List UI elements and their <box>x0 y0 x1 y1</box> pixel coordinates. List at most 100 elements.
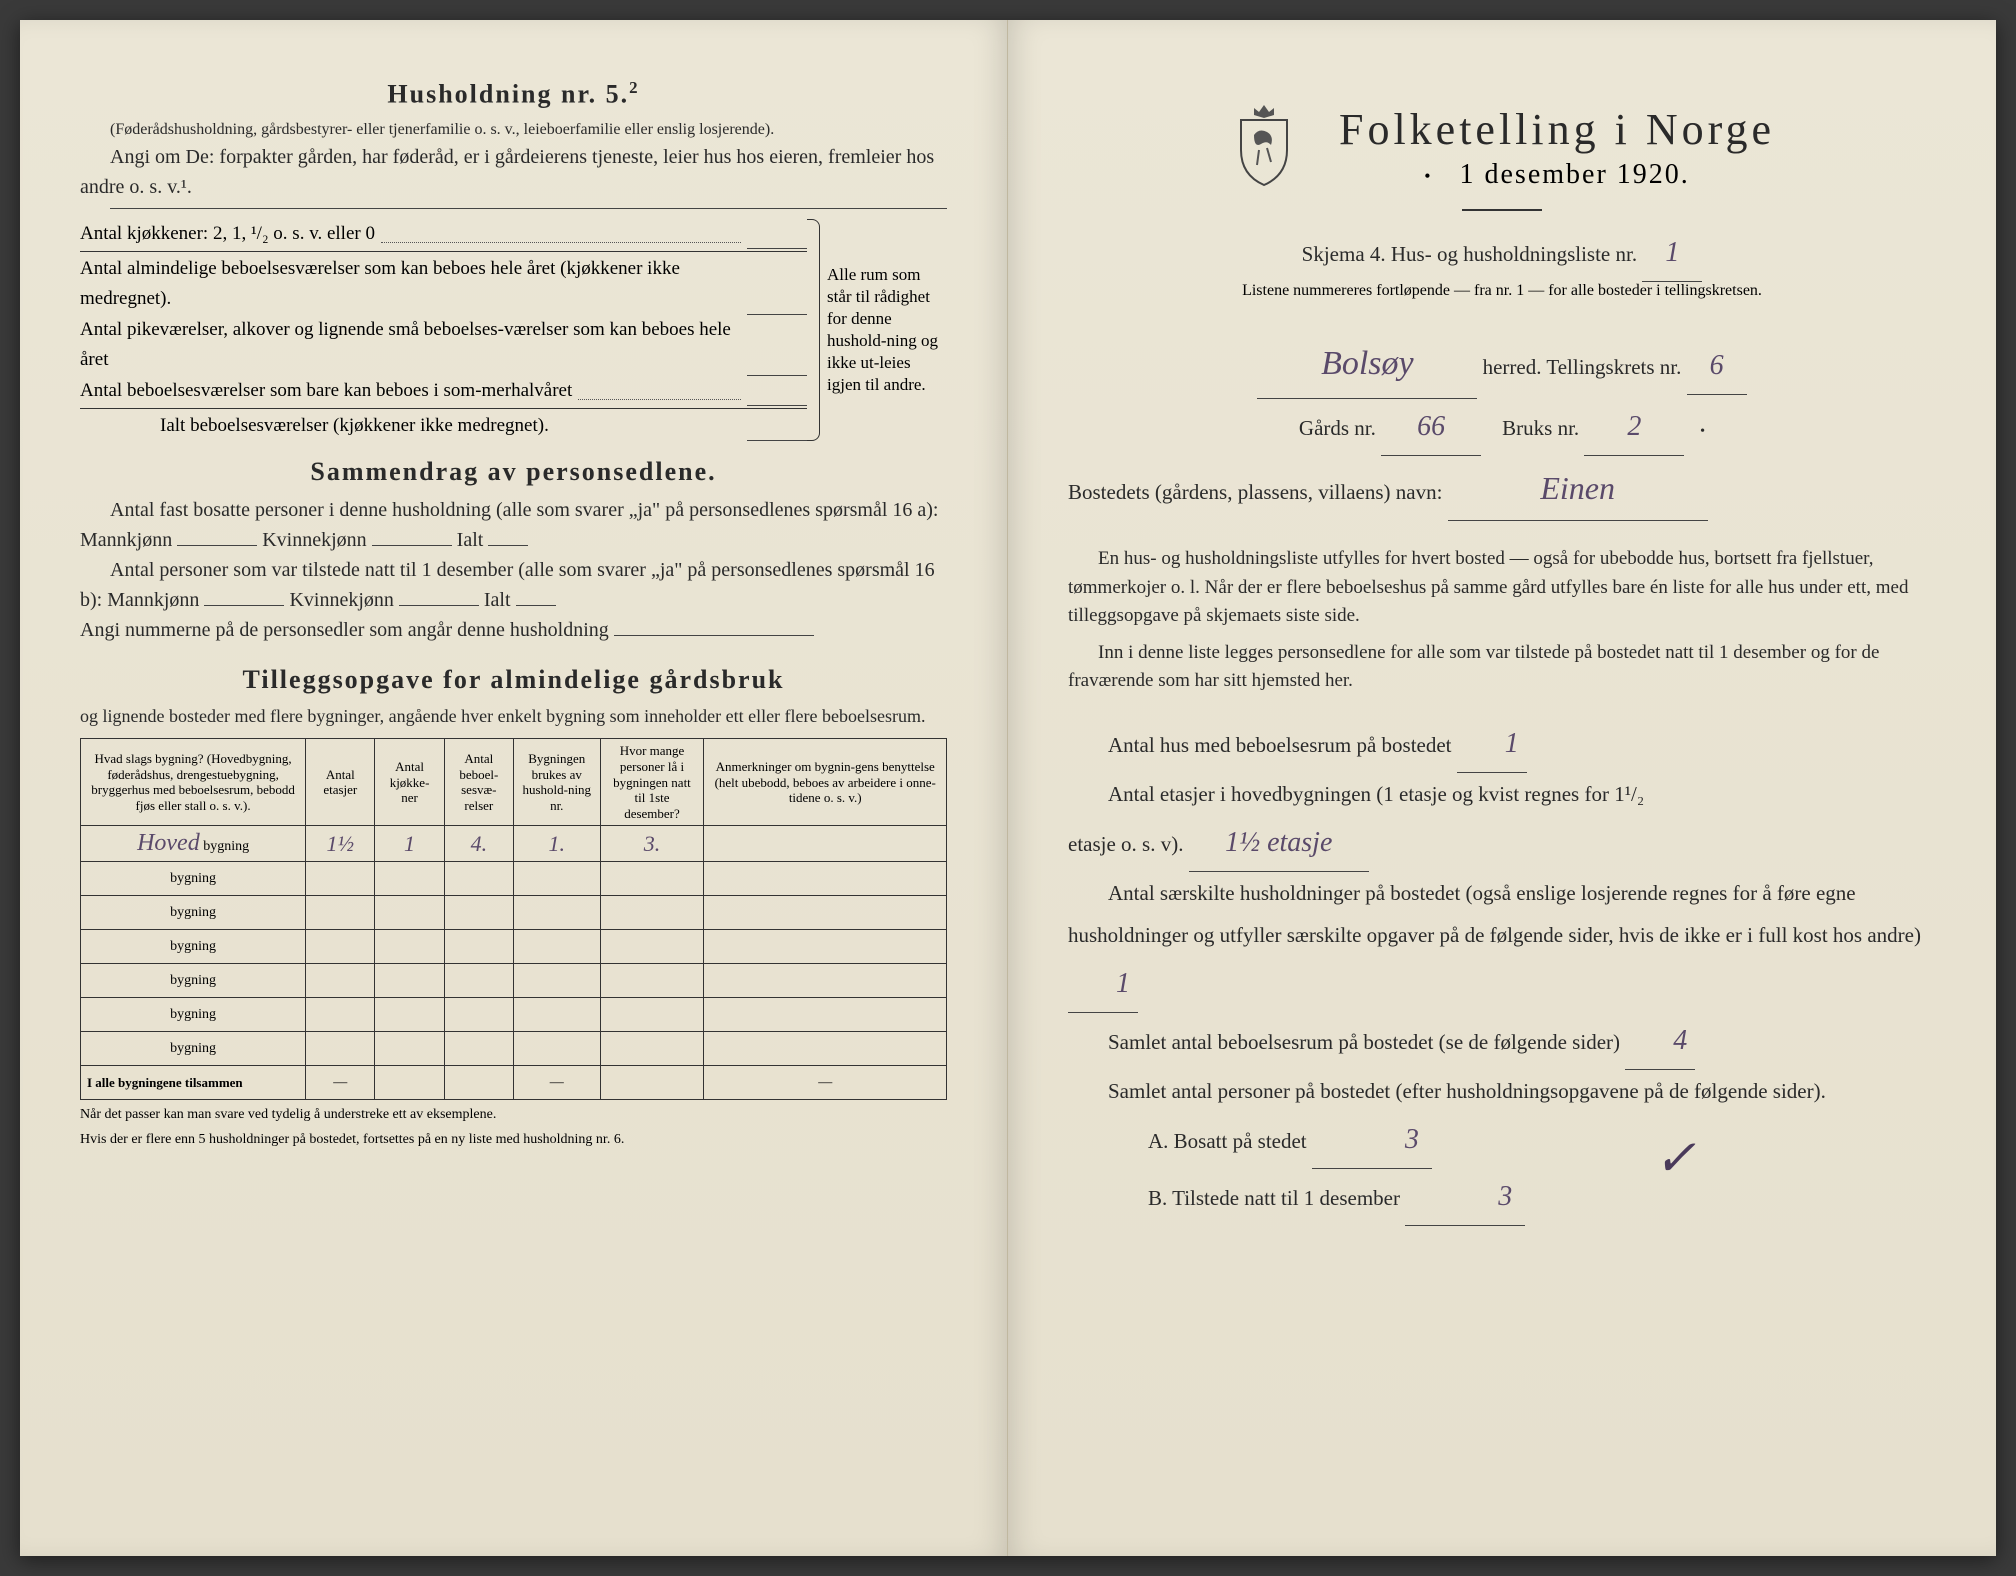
q5a-line: A. Bosatt på stedet 3 ✓ <box>1068 1112 1936 1169</box>
tillegg-sub: og lignende bosteder med flere bygninger… <box>80 703 947 730</box>
dotted-fill <box>381 213 741 243</box>
left-page: Husholdning nr. 5.2 (Føderådshusholdning… <box>20 20 1008 1556</box>
th-rooms: Antal beboel-sesvæ-relser <box>444 739 513 826</box>
footnote2: Hvis der er flere enn 5 husholdninger på… <box>80 1131 947 1149</box>
q5b-value: 3 <box>1405 1169 1525 1226</box>
bygning-label: bygning <box>81 1032 306 1066</box>
blank-field <box>177 545 257 546</box>
q1-label: Antal hus med beboelsesrum på bostedet <box>1108 733 1452 757</box>
hw-value: 3. <box>644 831 661 856</box>
right-page: Folketelling i Norge • 1 desember 1920. … <box>1008 20 1996 1556</box>
table-head: Hvad slags bygning? (Hovedbygning, føder… <box>81 739 947 826</box>
bruks-nr: 2 <box>1584 399 1684 456</box>
brace-text: Alle rum som står til rådighet for denne… <box>827 264 947 397</box>
hw-value: 1. <box>549 831 566 856</box>
gaards-nr: 66 <box>1381 399 1481 456</box>
q4-line: Samlet antal beboelsesrum på bostedet (s… <box>1068 1013 1936 1070</box>
building-table: Hvad slags bygning? (Hovedbygning, føder… <box>80 738 947 1100</box>
q5b-label: B. Tilstede natt til 1 desember <box>1148 1186 1400 1210</box>
tillegg-heading: Tilleggsopgave for almindelige gårdsbruk <box>80 665 947 695</box>
table-row: bygning <box>81 998 947 1032</box>
title-row: Folketelling i Norge • 1 desember 1920. <box>1068 100 1936 195</box>
q3-line: Antal særskilte husholdninger på bostede… <box>1068 872 1936 1013</box>
blank-field <box>614 635 814 636</box>
skjema-nr: 1 <box>1642 225 1702 282</box>
gaards-label: Gårds nr. <box>1299 416 1376 440</box>
q5-line: Samlet antal personer på bostedet (efter… <box>1068 1070 1936 1112</box>
cell: 1 <box>375 826 444 862</box>
skjema-line: Skjema 4. Hus- og husholdningsliste nr. … <box>1068 225 1936 282</box>
blank-line <box>110 208 947 209</box>
q2a-label: Antal etasjer i hovedbygningen (1 etasje… <box>1108 782 1644 806</box>
herred-line: Bolsøy herred. Tellingskrets nr. 6 <box>1068 330 1936 399</box>
blank-field <box>372 545 452 546</box>
ialt-label: Ialt <box>484 589 511 611</box>
table-row: bygning <box>81 896 947 930</box>
summer-rooms-label: Antal beboelsesværelser som bare kan beb… <box>80 376 572 406</box>
header-block: Folketelling i Norge • 1 desember 1920. … <box>1068 100 1936 300</box>
table-row: bygning <box>81 964 947 998</box>
row-label-cell: Hoved bygning <box>81 826 306 862</box>
summary-line3: Angi nummerne på de personsedler som ang… <box>80 615 947 645</box>
sub-title-text: 1 desember 1920. <box>1460 159 1690 190</box>
rooms-lines: Antal kjøkkener: 2, 1, ¹/₂ o. s. v. elle… <box>80 219 807 442</box>
maid-rooms-label: Antal pikeværelser, alkover og lignende … <box>80 315 735 376</box>
cell: 3. <box>600 826 704 862</box>
household-title: Husholdning nr. 5. <box>387 80 629 109</box>
q1-line: Antal hus med beboelsesrum på bostedet 1 <box>1068 716 1936 773</box>
q3-value: 1 <box>1068 956 1138 1013</box>
table-row: bygning <box>81 930 947 964</box>
kitchens-row: Antal kjøkkener: 2, 1, ¹/₂ o. s. v. elle… <box>80 219 807 249</box>
crest-icon <box>1229 100 1299 195</box>
q2b-line: etasje o. s. v). 1½ etasje <box>1068 815 1936 872</box>
gaards-line: Gårds nr. 66 Bruks nr. 2 • <box>1068 399 1936 456</box>
q2-value: 1½ etasje <box>1189 815 1369 872</box>
q2b-label: etasje o. s. v). <box>1068 832 1183 856</box>
bruks-label: Bruks nr. <box>1502 416 1579 440</box>
kitchens-label: Antal kjøkkener: 2, 1, ¹/₂ o. s. v. elle… <box>80 219 375 249</box>
household-paren: (Føderådshusholdning, gårdsbestyrer- ell… <box>80 118 947 142</box>
household-heading: Husholdning nr. 5.2 <box>80 78 947 110</box>
dash-cell: — <box>513 1066 600 1100</box>
bosted-line: Bostedets (gårdens, plassens, villaens) … <box>1068 456 1936 521</box>
q5a-value: 3 <box>1312 1112 1432 1169</box>
hw-value: 4. <box>471 831 488 856</box>
th-kitchens: Antal kjøkke-ner <box>375 739 444 826</box>
household-instruction: Angi om De: forpakter gården, har føderå… <box>80 142 947 202</box>
title-divider <box>1462 209 1542 211</box>
bygning-label: bygning <box>81 998 306 1032</box>
cell <box>704 826 947 862</box>
cell: 4. <box>444 826 513 862</box>
household-sup: 2 <box>629 78 639 97</box>
blank-field <box>747 315 807 376</box>
bygning-label: bygning <box>203 839 249 854</box>
sub-title: • 1 desember 1920. <box>1339 159 1775 191</box>
blank-field <box>747 254 807 315</box>
q4-label: Samlet antal beboelsesrum på bostedet (s… <box>1108 1030 1620 1054</box>
kv-label: Kvinnekjønn <box>262 529 366 551</box>
blank-field <box>204 605 284 606</box>
location-block: Bolsøy herred. Tellingskrets nr. 6 Gårds… <box>1068 330 1936 521</box>
rooms-year-row: Antal almindelige beboelsesværelser som … <box>80 254 807 315</box>
maid-rooms-row: Antal pikeværelser, alkover og lignende … <box>80 315 807 376</box>
main-title: Folketelling i Norge <box>1339 104 1775 155</box>
rooms-year-label: Antal almindelige beboelsesværelser som … <box>80 254 735 315</box>
blank-field <box>747 219 807 249</box>
summary-line2: Antal personer som var tilstede natt til… <box>80 555 947 615</box>
hw-value: 1½ <box>327 831 355 856</box>
blank-field <box>399 605 479 606</box>
para1: En hus- og husholdningsliste utfylles fo… <box>1068 545 1936 631</box>
krets-nr: 6 <box>1687 338 1747 395</box>
brace-note: Alle rum som står til rådighet for denne… <box>807 219 947 442</box>
th-floors: Antal etasjer <box>306 739 375 826</box>
total-rooms-row: Ialt beboelsesværelser (kjøkkener ikke m… <box>80 411 807 441</box>
q5a-label: A. Bosatt på stedet <box>1148 1129 1307 1153</box>
total-label: I alle bygningene tilsammen <box>81 1066 306 1100</box>
th-household: Bygningen brukes av hushold-ning nr. <box>513 739 600 826</box>
bygning-label: bygning <box>81 862 306 896</box>
table-row: bygning <box>81 1032 947 1066</box>
skjema-label: Skjema 4. Hus- og husholdningsliste nr. <box>1302 242 1637 266</box>
divider <box>80 408 807 409</box>
blank-field <box>747 411 807 441</box>
q4-value: 4 <box>1625 1013 1695 1070</box>
